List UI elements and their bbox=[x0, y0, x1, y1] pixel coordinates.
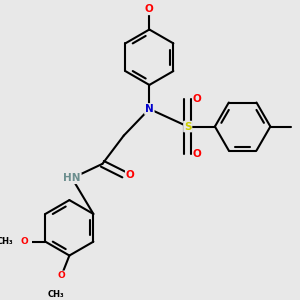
Text: CH₃: CH₃ bbox=[48, 290, 64, 299]
Text: N: N bbox=[145, 104, 154, 114]
Text: O: O bbox=[145, 4, 154, 14]
Text: O: O bbox=[193, 94, 202, 104]
Text: CH₃: CH₃ bbox=[0, 237, 14, 246]
Text: O: O bbox=[145, 4, 154, 14]
Text: O: O bbox=[193, 149, 202, 159]
Text: O: O bbox=[126, 169, 134, 179]
Text: S: S bbox=[184, 122, 191, 131]
Text: HN: HN bbox=[63, 173, 81, 183]
Text: O: O bbox=[58, 271, 65, 280]
Text: O: O bbox=[20, 237, 28, 246]
